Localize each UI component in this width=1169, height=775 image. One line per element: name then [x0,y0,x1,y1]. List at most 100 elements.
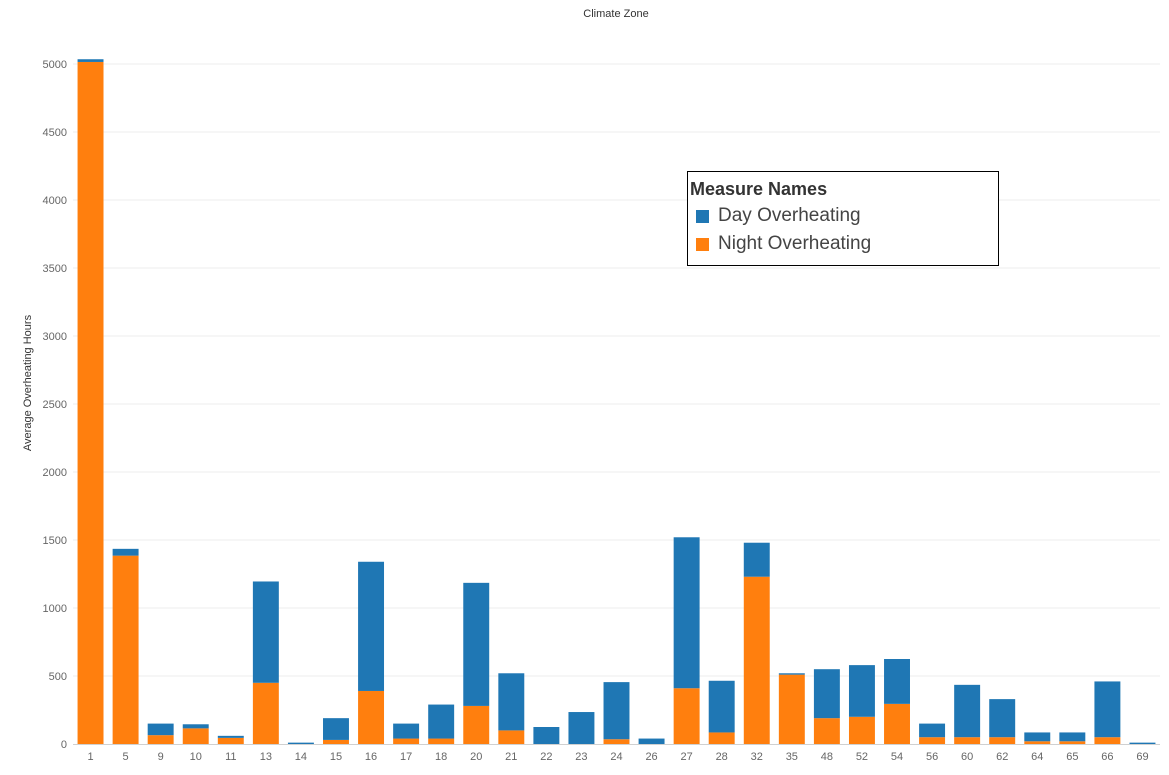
x-tick-label: 27 [681,751,693,763]
bar-day-overheating [708,680,735,733]
y-tick-label: 4000 [43,195,67,207]
bar-night-overheating [393,738,420,744]
bar-day-overheating [603,682,630,740]
legend-title: Measure Names [690,179,828,199]
bar-day-overheating [989,699,1016,738]
bar-night-overheating [603,739,630,744]
bar-night-overheating [217,737,244,744]
x-tick-label: 14 [295,751,307,763]
bar-day-overheating [813,669,840,719]
x-tick-label: 48 [821,751,833,763]
x-tick-label: 52 [856,751,868,763]
bar-night-overheating [673,688,700,744]
x-tick-label: 10 [190,751,202,763]
y-tick-label: 2000 [43,467,67,479]
bar-night-overheating [848,716,875,744]
bar-day-overheating [919,723,946,738]
x-tick-label: 9 [158,751,164,763]
bar-day-overheating [182,724,209,729]
legend-item-night[interactable]: Night Overheating [696,233,871,255]
legend-swatch-day [696,209,709,223]
bar-night-overheating [1024,741,1051,744]
bar-day-overheating [1094,681,1121,738]
x-tick-label: 13 [260,751,272,763]
bar-night-overheating [463,705,490,744]
bar-day-overheating [1129,742,1156,744]
bar-night-overheating [1094,737,1121,744]
bar-day-overheating [323,718,349,740]
bar-night-overheating [989,737,1016,744]
legend-label-night: Night Overheating [718,233,872,254]
x-tick-label: 22 [540,751,552,763]
bar-night-overheating [919,737,946,744]
y-tick-label: 1500 [43,535,67,547]
legend-swatch-night [696,237,709,251]
x-tick-label: 21 [505,751,517,763]
bar-day-overheating [568,712,595,744]
bar-night-overheating [813,718,840,744]
x-tick-label: 35 [786,751,798,763]
bar-day-overheating [287,742,314,744]
bar-night-overheating [112,555,139,744]
x-tick-label: 16 [365,751,377,763]
bar-day-overheating [1059,732,1086,742]
bar-night-overheating [428,738,455,744]
bar-day-overheating [252,581,279,683]
x-tick-label: 65 [1066,751,1078,763]
x-tick-label: 56 [926,751,938,763]
bar-night-overheating [252,682,279,744]
bar-night-overheating [498,730,525,744]
bar-day-overheating [147,723,174,736]
bar-night-overheating [954,737,981,744]
x-tick-label: 64 [1031,751,1043,763]
bar-night-overheating [743,576,770,744]
x-tick-label: 60 [961,751,973,763]
chart-title: Climate Zone [583,8,649,20]
bar-day-overheating [498,673,525,731]
bar-day-overheating [358,561,385,691]
bar-night-overheating [182,728,209,744]
x-tick-label: 1 [87,751,93,763]
bar-day-overheating [393,723,420,739]
x-tick-label: 20 [470,751,482,763]
bar-night-overheating [77,61,104,744]
legend: Measure Names Day Overheating Night Over… [687,171,999,266]
y-tick-label: 0 [61,739,67,751]
x-tick-label: 66 [1101,751,1113,763]
bar-day-overheating [533,727,560,744]
bar-day-overheating [112,548,139,556]
legend-item-day[interactable]: Day Overheating [696,205,861,227]
bar-day-overheating [778,673,805,675]
bar-day-overheating [673,537,700,689]
bar-day-overheating [743,542,770,577]
bar-day-overheating [1024,732,1051,742]
x-tick-label: 32 [751,751,763,763]
x-tick-label: 5 [123,751,129,763]
x-tick-label: 62 [996,751,1008,763]
x-tick-label: 23 [575,751,587,763]
bar-night-overheating [358,690,385,744]
x-tick-label: 11 [225,751,236,763]
y-tick-label: 3000 [43,331,67,343]
x-tick-label: 26 [645,751,657,763]
bar-night-overheating [147,735,174,744]
x-tick-label: 18 [435,751,447,763]
bar-night-overheating [1059,741,1086,744]
bar-day-overheating [428,704,455,739]
x-tick-label: 69 [1136,751,1148,763]
bar-night-overheating [884,703,910,744]
x-tick-label: 54 [891,751,903,763]
y-tick-label: 3500 [43,263,67,275]
bar-day-overheating [638,738,665,744]
bar-day-overheating [463,582,490,706]
x-tick-label: 28 [716,751,728,763]
bar-day-overheating [217,735,244,738]
bar-day-overheating [884,659,910,704]
bar-night-overheating [778,674,805,744]
bar-day-overheating [954,684,981,738]
y-tick-label: 1000 [43,603,67,615]
legend-label-day: Day Overheating [718,205,861,226]
x-tick-label: 15 [330,751,342,763]
